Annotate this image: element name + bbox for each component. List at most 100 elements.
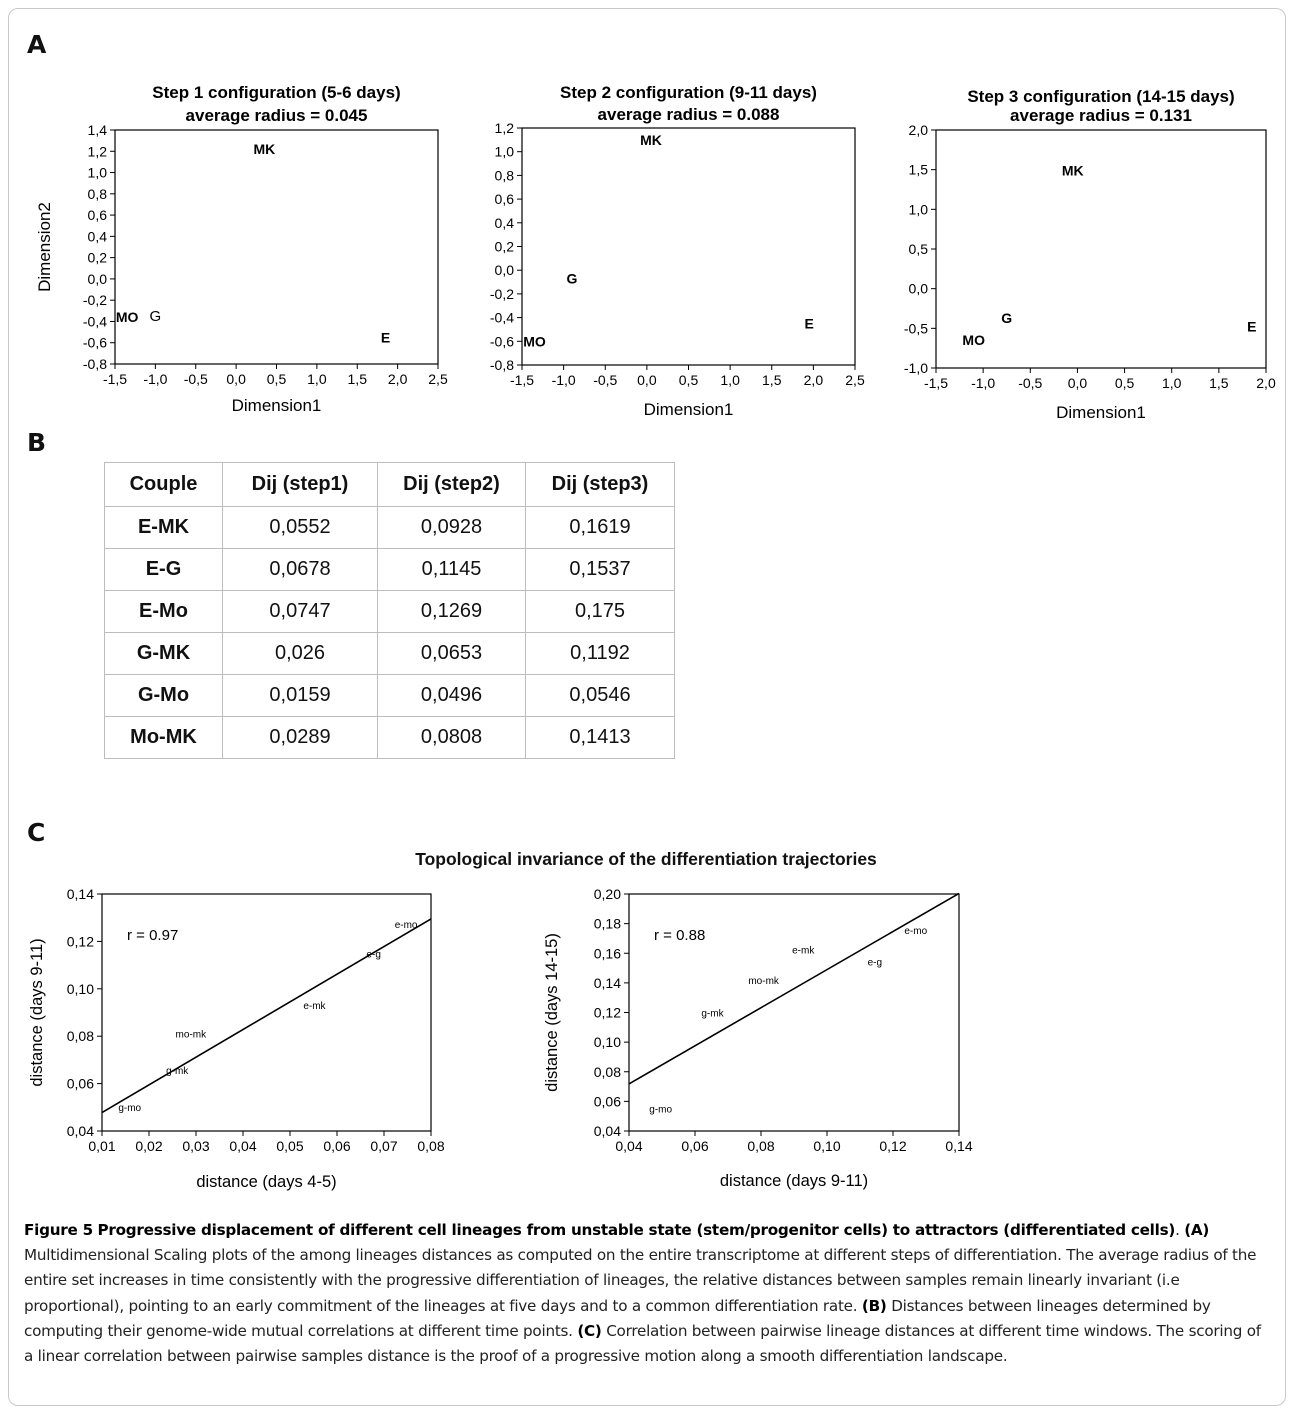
point-label: e-mo [395, 920, 418, 931]
x-tick-label: 0,05 [276, 1138, 303, 1154]
point-label: MK [640, 132, 662, 148]
y-axis-label: Dimension2 [35, 202, 54, 292]
y-tick-label: -0,2 [490, 286, 514, 302]
panel-label-a: A [27, 30, 47, 59]
caption-figure-label: Figure 5 [24, 1221, 93, 1239]
table-cell: 0,0747 [222, 590, 378, 633]
x-tick-label: 0,0 [226, 371, 246, 387]
x-tick-label: 2,5 [428, 371, 448, 387]
y-tick-label: 0,0 [88, 271, 108, 287]
table-cell: 0,1145 [377, 548, 526, 591]
x-tick-label: -0,5 [184, 371, 208, 387]
point-label: MK [1062, 162, 1084, 178]
x-tick-label: -1,0 [971, 375, 995, 391]
table-cell: 0,0928 [377, 506, 526, 549]
table-cell: 0,0546 [525, 674, 675, 717]
table-row: G-MK 0,026 0,0653 0,1192 [104, 632, 675, 675]
caption-label-a: (A) [1184, 1221, 1210, 1239]
x-tick-label: 1,0 [720, 372, 740, 388]
table-cell: Mo-MK [104, 716, 223, 759]
point-label: e-g [366, 949, 380, 960]
point-label: E [381, 329, 390, 345]
x-tick-label: 0,14 [945, 1138, 972, 1154]
y-tick-label: 0,0 [909, 281, 929, 297]
x-tick-label: 0,07 [370, 1138, 397, 1154]
y-tick-label: -0,6 [490, 333, 514, 349]
y-tick-label: 0,5 [909, 241, 929, 257]
caption-label-c: (C) [577, 1321, 602, 1340]
table-row: G-Mo 0,0159 0,0496 0,0546 [104, 674, 675, 717]
y-tick-label: 0,16 [594, 945, 621, 961]
x-tick-label: -1,5 [924, 375, 948, 391]
mds-step3-chart: Step 3 configuration (14-15 days)average… [904, 87, 1276, 422]
y-tick-label: 0,14 [67, 886, 94, 902]
panel-c-title: Topological invariance of the differenti… [415, 849, 877, 869]
x-tick-label: 1,5 [348, 371, 368, 387]
panel-label-c: C [27, 818, 46, 847]
panel-label-b: B [27, 428, 47, 457]
y-tick-label: 0,2 [495, 239, 515, 255]
x-tick-label: -1,5 [103, 371, 127, 387]
table-cell: 0,175 [525, 590, 675, 633]
point-label: e-mk [792, 945, 815, 956]
y-tick-label: 0,4 [495, 215, 515, 231]
point-label: g-mk [701, 1009, 724, 1020]
table-cell: 0,0159 [222, 674, 378, 717]
x-tick-label: 0,04 [615, 1138, 642, 1154]
x-axis-label: Dimension1 [644, 400, 734, 419]
x-tick-label: -0,5 [1018, 375, 1042, 391]
plot-frame [935, 129, 1267, 369]
x-axis-label: distance (days 4-5) [196, 1173, 336, 1191]
table-cell: E-G [104, 548, 223, 591]
y-tick-label: 0,6 [495, 191, 515, 207]
table-cell: 0,1537 [525, 548, 675, 591]
point-label: g-mo [649, 1104, 672, 1115]
y-tick-label: -0,8 [490, 357, 514, 373]
y-tick-label: 0,06 [594, 1093, 621, 1109]
caption-heading: Progressive displacement of different ce… [97, 1221, 1176, 1239]
x-axis-label: distance (days 9-11) [720, 1172, 868, 1190]
table-row: E-MK 0,0552 0,0928 0,1619 [104, 506, 675, 549]
point-label: MO [116, 309, 139, 325]
point-label: e-g [868, 958, 882, 969]
y-tick-label: 0,08 [594, 1064, 621, 1080]
x-tick-label: 0,04 [229, 1138, 256, 1154]
caption-text-c: Correlation between pairwise lineage dis… [24, 1321, 1261, 1366]
y-tick-label: 2,0 [909, 122, 929, 138]
x-axis-label: Dimension1 [232, 396, 322, 415]
x-tick-label: -1,0 [143, 371, 167, 387]
table-cell: 0,026 [222, 632, 378, 675]
table-cell: 0,0653 [377, 632, 526, 675]
caption-text-a: Multidimensional Scaling plots of the am… [24, 1246, 1257, 1315]
x-tick-label: 0,08 [747, 1138, 774, 1154]
x-tick-label: 2,0 [388, 371, 408, 387]
chart-title: Step 3 configuration (14-15 days) [967, 87, 1234, 106]
point-label: G [150, 308, 162, 325]
correlation-annotation: r = 0.97 [127, 927, 178, 944]
point-label: G [1001, 310, 1012, 326]
chart-subtitle: average radius = 0.131 [1010, 106, 1192, 125]
x-tick-label: 0,0 [1068, 375, 1088, 391]
column-header: Dij (step3) [525, 462, 675, 507]
table-cell: 0,0496 [377, 674, 526, 717]
correlation-chart-step2-step3: 0,04 0,06 0,08 0,10 0,12 0,14 0,04 0,06 0,08 0,10… [543, 886, 973, 1190]
point-label: E [805, 316, 814, 332]
table-cell: 0,1192 [525, 632, 675, 675]
point-label: mo-mk [176, 1029, 208, 1040]
y-tick-label: 0,0 [495, 262, 515, 278]
table-row: E-Mo 0,0747 0,1269 0,175 [104, 590, 675, 633]
x-tick-label: 0,06 [323, 1138, 350, 1154]
x-tick-label: 0,0 [637, 372, 657, 388]
point-label: g-mk [166, 1066, 189, 1077]
x-tick-label: 2,0 [1256, 375, 1276, 391]
table-cell: 0,1269 [377, 590, 526, 633]
y-tick-label: -0,4 [83, 313, 107, 329]
y-tick-label: 0,18 [594, 916, 621, 932]
table-cell: 0,1413 [525, 716, 675, 759]
point-label: e-mk [303, 1001, 326, 1012]
x-tick-label: 0,02 [135, 1138, 162, 1154]
table-cell: G-Mo [104, 674, 223, 717]
y-tick-label: 1,2 [88, 143, 108, 159]
mds-step1-chart: Step 1 configuration (5-6 days) average r… [35, 83, 448, 415]
distance-table: Couple Dij (step1) Dij (step2) Dij (step… [104, 462, 675, 759]
